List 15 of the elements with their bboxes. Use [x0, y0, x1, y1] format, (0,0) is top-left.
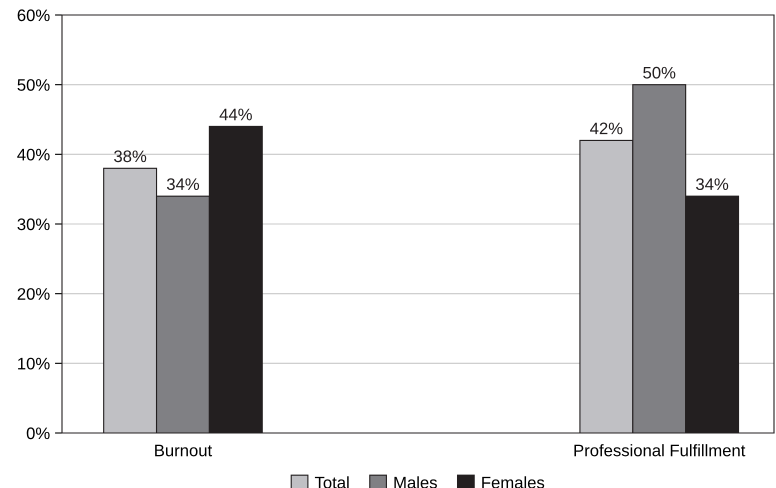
- y-tick-label: 20%: [18, 288, 50, 300]
- data-label: 50%: [643, 66, 676, 79]
- data-label: 42%: [590, 122, 622, 134]
- data-label: 34%: [166, 178, 200, 190]
- y-tick-label: 30%: [17, 218, 50, 230]
- y-tick-label: 60%: [18, 9, 50, 22]
- y-tick-label: 0%: [26, 427, 50, 440]
- y-tick-label: 40%: [17, 148, 50, 161]
- y-tick-label: 10%: [18, 358, 50, 370]
- data-label: 34%: [696, 178, 728, 190]
- data-label: 44%: [220, 108, 252, 120]
- data-label: 38%: [114, 150, 146, 162]
- x-tick-label: Burnout: [155, 444, 212, 456]
- y-tick-label: 50%: [18, 79, 50, 91]
- x-tick-label: Professional Fulfillment: [574, 444, 746, 456]
